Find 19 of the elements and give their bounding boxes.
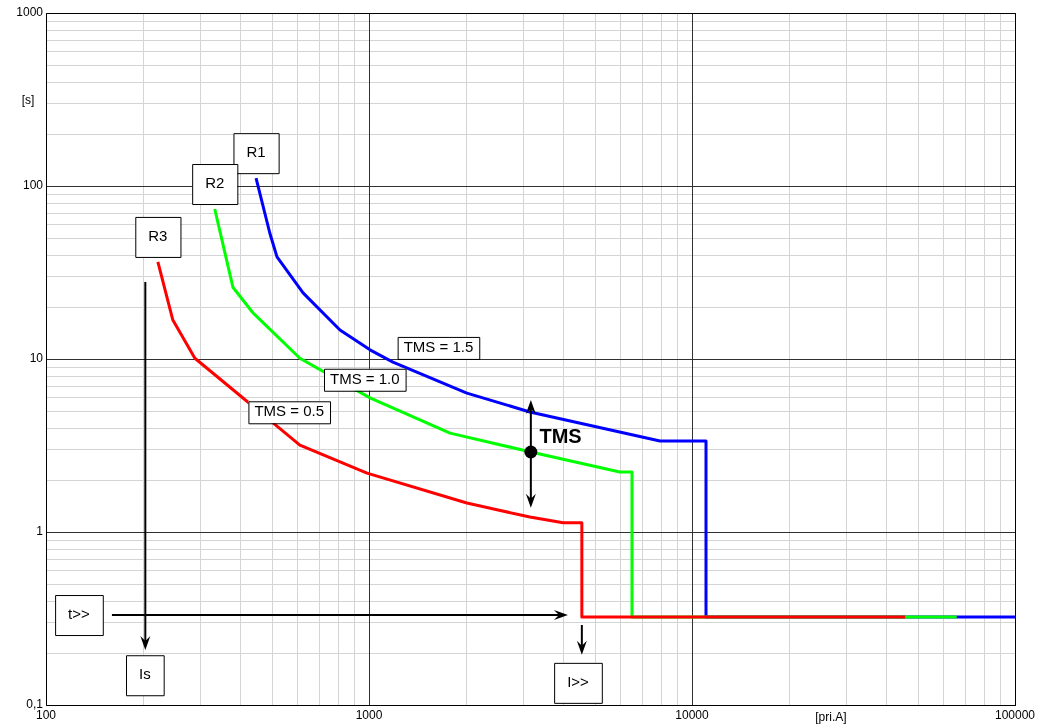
y-tick-label: 10 [29,351,44,366]
x-tick-label: 100000 [994,707,1036,722]
series-label: R1 [246,143,266,161]
annotation: TMS [539,425,582,448]
annotation: I>> [567,673,590,690]
x-axis-title: [pri.A] [815,710,847,725]
series-label: R2 [205,174,225,192]
x-tick-label: 10000 [675,707,710,722]
series-label: R3 [148,227,168,245]
y-tick-label: 1000 [16,5,44,20]
annotation: TMS = 1.5 [403,338,474,356]
y-tick-label: 1 [36,524,44,539]
annotation: t>> [68,605,91,623]
y-axis-title: [s] [21,92,35,107]
annotation: Is [139,665,151,683]
annotation: TMS = 0.5 [254,402,325,420]
x-tick-label: 1000 [355,707,383,722]
annotation: TMS = 1.0 [330,369,400,387]
y-tick-label: 100 [22,178,44,193]
